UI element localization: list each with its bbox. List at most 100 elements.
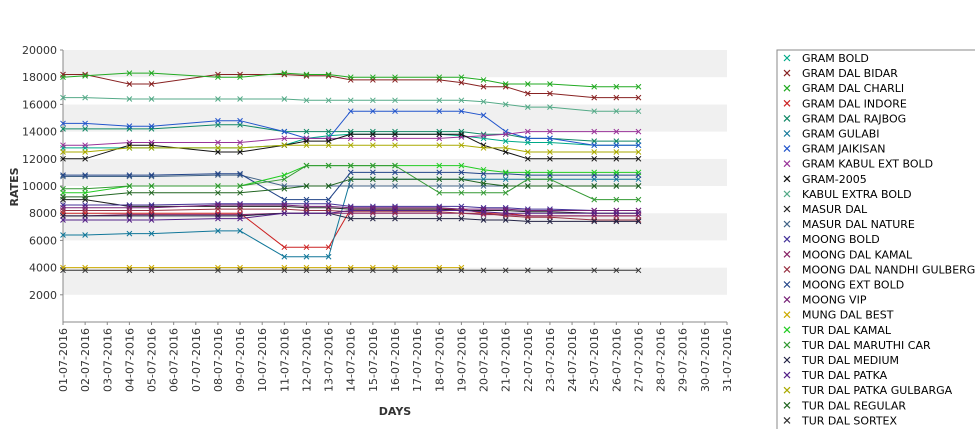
data-point	[524, 139, 531, 146]
data-point	[370, 162, 376, 169]
x-tick-label: 24-07-2016	[566, 328, 579, 392]
data-point	[436, 74, 443, 81]
data-point	[215, 206, 221, 212]
data-point	[281, 244, 288, 251]
data-point	[60, 172, 66, 178]
data-point	[215, 170, 221, 177]
data-point	[613, 94, 620, 101]
data-point	[480, 98, 487, 105]
data-point	[126, 189, 133, 196]
data-point	[148, 213, 155, 219]
series-lines	[60, 70, 642, 274]
x-tick-label: 12-07-2016	[300, 328, 313, 392]
data-point	[547, 214, 553, 221]
x-tick-label: 16-07-2016	[389, 328, 402, 392]
data-point	[303, 196, 310, 203]
data-point	[392, 215, 398, 222]
data-point	[502, 217, 509, 223]
data-point	[60, 194, 66, 200]
legend-box	[776, 49, 975, 429]
data-point	[613, 155, 620, 162]
legend-entry: MOONG EXT BOLD	[802, 279, 904, 292]
data-point	[524, 218, 531, 225]
data-point	[436, 183, 443, 189]
data-point	[303, 71, 310, 78]
data-point	[524, 169, 531, 176]
data-point	[613, 149, 620, 155]
data-point	[458, 176, 465, 183]
data-point	[458, 162, 465, 169]
y-tick-label: 2000	[29, 289, 57, 302]
data-point	[215, 202, 221, 208]
x-tick-label: 26-07-2016	[610, 328, 623, 392]
data-point	[613, 267, 620, 274]
data-point	[347, 267, 354, 274]
data-point	[613, 108, 620, 115]
data-point	[347, 97, 354, 104]
data-point	[370, 215, 376, 222]
x-tick-label: 19-07-2016	[455, 328, 468, 392]
data-point	[480, 132, 487, 139]
data-point	[524, 90, 531, 97]
x-tick-label: 30-07-2016	[699, 328, 712, 392]
data-point	[524, 267, 531, 274]
data-point	[613, 183, 620, 189]
data-point	[325, 203, 332, 210]
data-point	[281, 96, 288, 102]
legend-entry: MASUR DAL NATURE	[802, 218, 915, 231]
data-point	[436, 169, 443, 176]
data-point	[82, 204, 88, 211]
data-point	[215, 149, 221, 155]
data-point	[281, 176, 288, 183]
series-group	[60, 169, 642, 203]
data-point	[458, 183, 465, 189]
data-point	[148, 189, 155, 196]
data-point	[635, 196, 642, 203]
legend-marker	[783, 265, 791, 273]
data-point	[613, 169, 620, 176]
data-point	[215, 74, 221, 81]
y-tick-label: 16000	[22, 98, 57, 111]
data-point	[613, 83, 620, 90]
data-point	[303, 267, 310, 274]
legend-marker	[783, 235, 791, 243]
series-group	[60, 162, 642, 203]
data-point	[635, 83, 642, 90]
data-point	[392, 176, 398, 183]
y-tick-label: 12000	[22, 153, 57, 166]
y-tick-label: 14000	[22, 126, 57, 139]
data-point	[370, 74, 376, 81]
y-tick-label: 4000	[29, 262, 57, 275]
data-point	[303, 183, 310, 189]
data-point	[547, 169, 553, 176]
data-point	[547, 183, 553, 189]
data-point	[392, 267, 398, 274]
legend-entry: GRAM DAL INDORE	[802, 97, 907, 110]
data-point	[347, 183, 354, 189]
data-point	[325, 253, 332, 260]
legend-marker	[783, 341, 791, 349]
data-point	[237, 228, 243, 234]
data-point	[502, 101, 509, 108]
x-tick-label: 22-07-2016	[522, 328, 535, 392]
data-point	[480, 112, 487, 119]
data-point	[60, 267, 66, 274]
data-point	[303, 128, 310, 135]
data-point	[480, 170, 487, 177]
data-point	[281, 206, 288, 212]
data-point	[60, 142, 66, 149]
data-point	[591, 169, 598, 176]
x-tick-label: 25-07-2016	[588, 328, 601, 392]
y-tick-label: 18000	[22, 71, 57, 84]
legend-entry: MASUR DAL	[802, 203, 868, 216]
data-point	[148, 267, 155, 274]
data-point	[436, 135, 443, 142]
legend-entry: MOONG VIP	[802, 294, 867, 307]
data-point	[281, 172, 288, 178]
legend-entry: KABUL EXTRA BOLD	[802, 188, 912, 201]
data-point	[458, 108, 465, 115]
data-point	[502, 81, 509, 87]
data-point	[635, 176, 642, 183]
data-point	[591, 176, 598, 183]
data-point	[303, 162, 310, 169]
